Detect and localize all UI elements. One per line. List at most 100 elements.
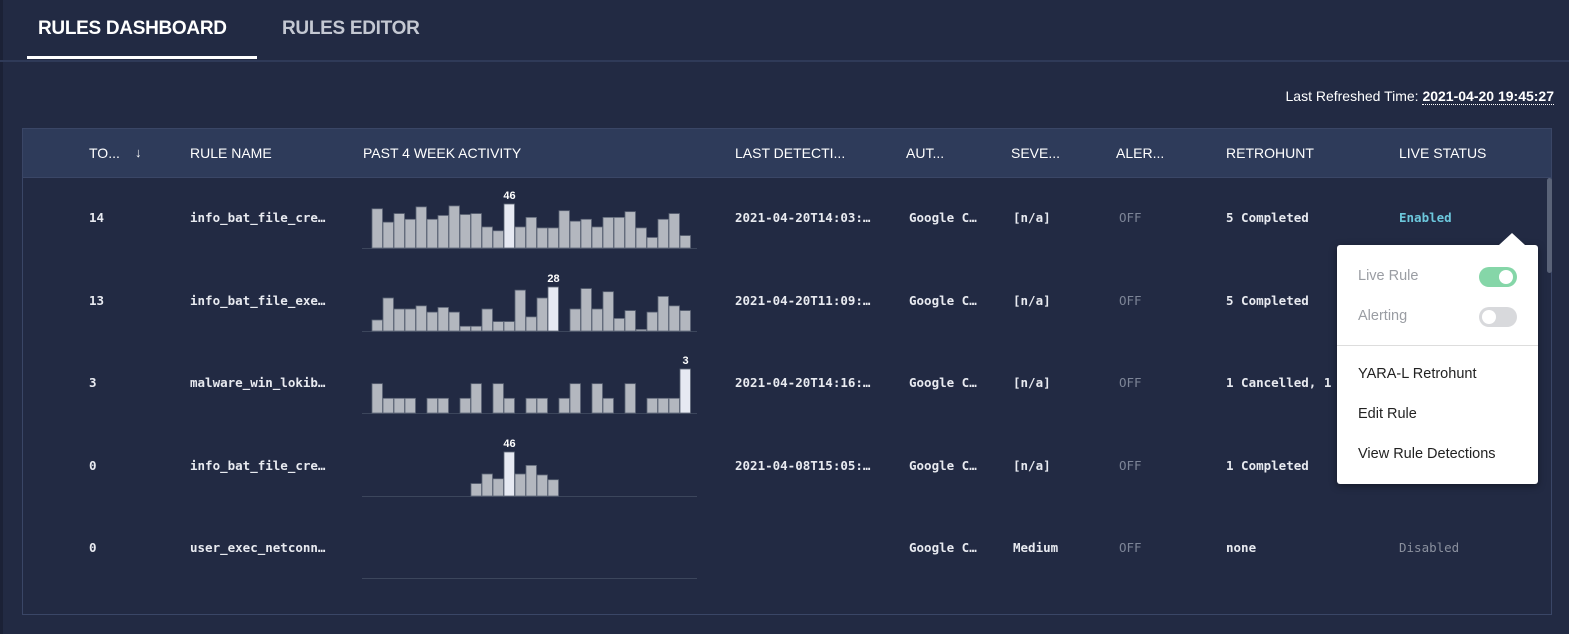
activity-bar-peak[interactable] (503, 203, 515, 249)
activity-bar[interactable] (470, 213, 482, 249)
activity-bar[interactable] (404, 218, 416, 249)
activity-bar[interactable] (646, 311, 658, 331)
activity-bar[interactable] (602, 397, 614, 414)
activity-bar[interactable] (459, 397, 471, 414)
activity-bar[interactable] (657, 397, 669, 414)
col-activity[interactable]: PAST 4 WEEK ACTIVITY (363, 145, 522, 161)
activity-bar[interactable] (657, 295, 669, 331)
activity-bar[interactable] (492, 230, 504, 249)
activity-bar[interactable] (657, 218, 669, 249)
activity-bar[interactable] (426, 218, 438, 249)
activity-bar[interactable] (668, 397, 680, 414)
activity-bar[interactable] (613, 216, 625, 249)
activity-bar[interactable] (569, 383, 581, 414)
activity-bar[interactable] (558, 210, 570, 249)
activity-bar[interactable] (393, 213, 405, 249)
activity-bar[interactable] (371, 383, 383, 414)
activity-bar[interactable] (591, 226, 603, 249)
activity-bar[interactable] (448, 205, 460, 249)
live-status-cell[interactable]: Enabled (1399, 210, 1452, 225)
activity-bar[interactable] (635, 328, 647, 331)
activity-bar[interactable] (646, 397, 658, 414)
menu-item-edit-rule[interactable]: Edit Rule (1358, 406, 1417, 422)
activity-bar[interactable] (624, 309, 636, 331)
table-row[interactable]: 14 info_bat_file_cre… 2021-04-20T14:03:… Go… (23, 177, 1533, 260)
activity-bar[interactable] (437, 215, 449, 249)
tab-rules-dashboard[interactable]: RULES DASHBOARD (38, 18, 227, 39)
activity-bar[interactable] (525, 464, 537, 496)
activity-bar[interactable] (569, 308, 581, 331)
col-total[interactable]: TO... (89, 145, 120, 161)
rule-name-cell[interactable]: info_bat_file_exe… (190, 292, 326, 308)
rule-name-cell[interactable]: user_exec_netconn… (190, 540, 326, 555)
activity-bar[interactable] (404, 308, 416, 331)
activity-bar[interactable] (547, 478, 559, 496)
activity-bar-peak[interactable] (679, 368, 691, 414)
activity-bar[interactable] (635, 227, 647, 249)
activity-bar[interactable] (679, 235, 691, 249)
activity-bar[interactable] (481, 226, 493, 249)
activity-bar[interactable] (536, 474, 548, 496)
activity-bar[interactable] (459, 325, 471, 331)
activity-bar[interactable] (558, 397, 570, 414)
arrow-down-icon[interactable]: ↓ (135, 145, 142, 160)
col-retrohunt[interactable]: RETROHUNT (1226, 145, 1314, 161)
activity-bar[interactable] (569, 220, 581, 249)
activity-bar[interactable] (525, 315, 537, 331)
activity-bar[interactable] (591, 308, 603, 331)
activity-bar[interactable] (602, 216, 614, 249)
activity-bar[interactable] (514, 226, 526, 249)
table-row[interactable]: 0 info_bat_file_cre… 2021-04-08T15:05:… Goo… (23, 425, 1533, 508)
activity-bar[interactable] (503, 397, 515, 414)
activity-bar[interactable] (624, 211, 636, 249)
activity-bar[interactable] (514, 289, 526, 331)
activity-bar[interactable] (646, 237, 658, 249)
activity-bar[interactable] (415, 304, 427, 331)
activity-bar[interactable] (470, 482, 482, 496)
activity-bar[interactable] (514, 473, 526, 496)
activity-bar[interactable] (503, 320, 515, 331)
live-status-cell[interactable]: Disabled (1399, 540, 1460, 555)
rule-name-cell[interactable]: malware_win_lokib… (190, 375, 326, 390)
activity-bar[interactable] (679, 309, 691, 331)
rule-name-cell[interactable]: info_bat_file_cre… (190, 210, 326, 225)
activity-bar[interactable] (668, 213, 680, 249)
activity-bar[interactable] (492, 477, 504, 496)
activity-bar[interactable] (536, 397, 548, 414)
activity-bar[interactable] (525, 216, 537, 249)
activity-bar[interactable] (580, 287, 592, 331)
activity-bar[interactable] (382, 221, 394, 249)
activity-bar[interactable] (492, 320, 504, 331)
activity-bar[interactable] (613, 317, 625, 331)
activity-bar[interactable] (492, 383, 504, 414)
activity-bar[interactable] (426, 311, 438, 331)
activity-bar[interactable] (525, 397, 537, 414)
activity-bar[interactable] (602, 290, 614, 331)
activity-bar[interactable] (624, 383, 636, 414)
activity-bar[interactable] (459, 214, 471, 249)
activity-bar[interactable] (536, 297, 548, 331)
activity-bar[interactable] (404, 397, 416, 414)
menu-item-view-rule-detections[interactable]: View Rule Detections (1358, 446, 1496, 462)
col-rule-name[interactable]: RULE NAME (190, 145, 272, 161)
tab-rules-editor[interactable]: RULES EDITOR (282, 18, 420, 39)
activity-bar[interactable] (481, 308, 493, 331)
activity-bar-peak[interactable] (503, 451, 515, 496)
activity-bar[interactable] (536, 227, 548, 249)
activity-bar[interactable] (437, 306, 449, 331)
scrollbar[interactable] (1547, 178, 1552, 273)
activity-bar[interactable] (415, 206, 427, 249)
activity-bar[interactable] (371, 208, 383, 249)
activity-bar[interactable] (426, 397, 438, 414)
col-live-status[interactable]: LIVE STATUS (1399, 145, 1487, 161)
activity-bar[interactable] (470, 383, 482, 414)
table-row[interactable]: 0 user_exec_netconn… Google C… Medium OFF non… (23, 507, 1533, 590)
activity-bar[interactable] (470, 325, 482, 331)
table-row[interactable]: 13 info_bat_file_exe… 2021-04-20T11:09:… Go… (23, 260, 1533, 343)
menu-item-yara-l-retrohunt[interactable]: YARA-L Retrohunt (1358, 366, 1477, 382)
col-severity[interactable]: SEVE... (1011, 145, 1061, 161)
activity-bar[interactable] (437, 397, 449, 414)
table-row[interactable]: 3 malware_win_lokib… 2021-04-20T14:16:… Goo… (23, 342, 1533, 425)
activity-bar[interactable] (382, 397, 394, 414)
activity-bar[interactable] (668, 304, 680, 331)
